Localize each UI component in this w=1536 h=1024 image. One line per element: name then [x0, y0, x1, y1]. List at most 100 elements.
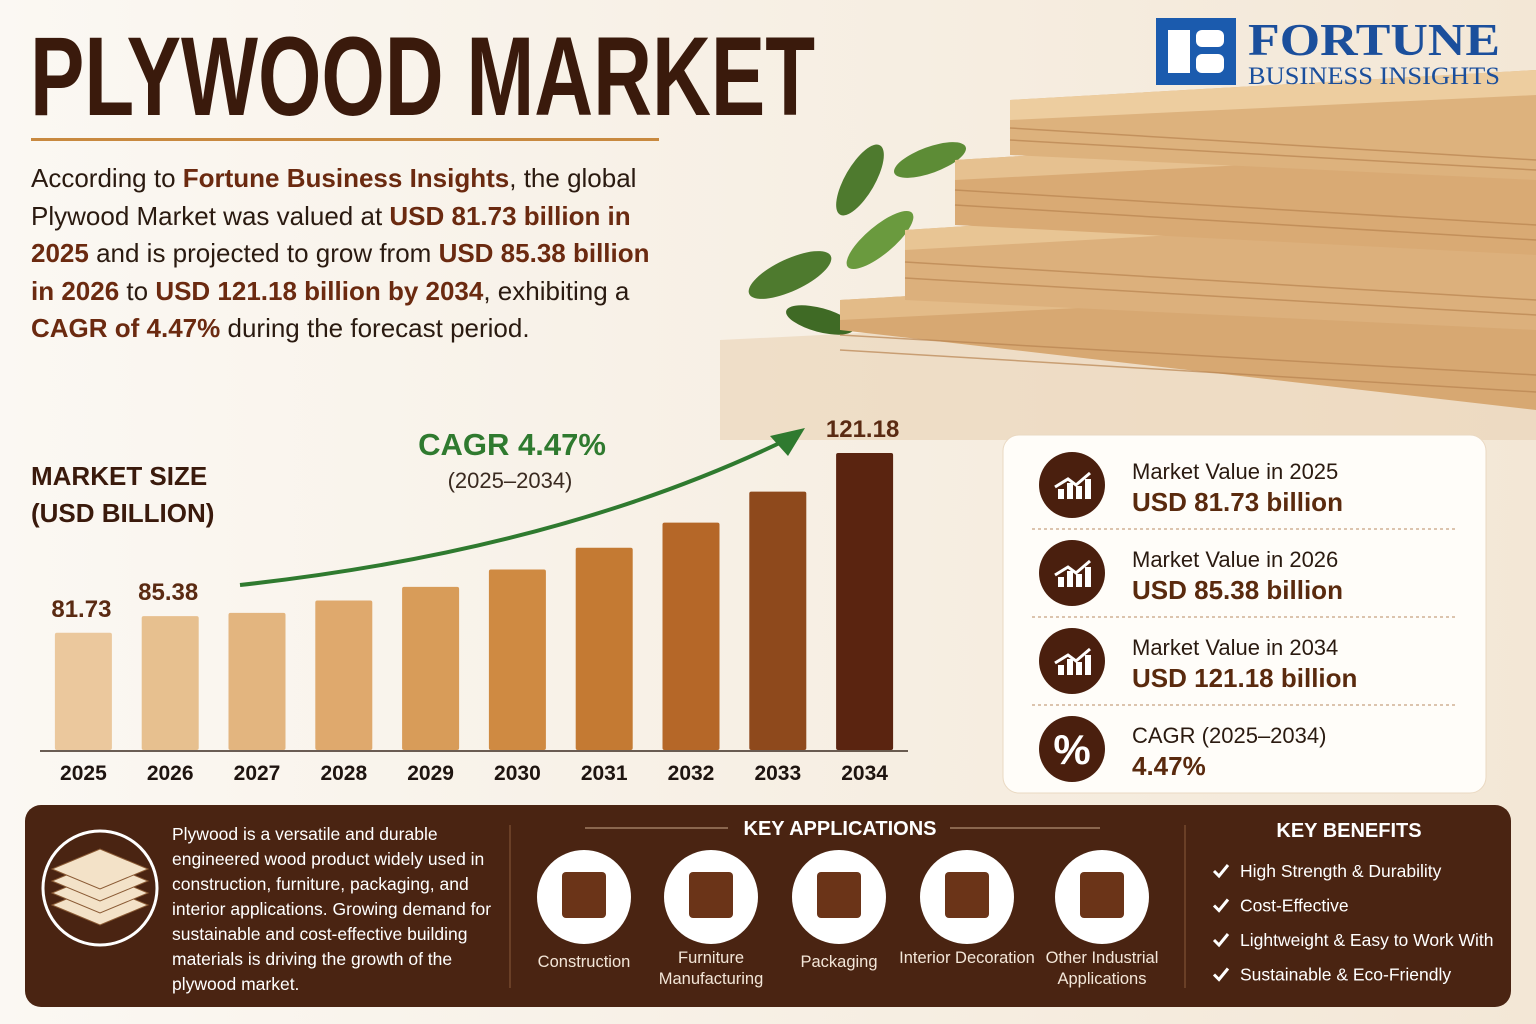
- stat-icon-arrow: [1054, 647, 1091, 665]
- chart-title: MARKET SIZE (USD BILLION): [31, 461, 215, 528]
- logo: FORTUNE BUSINESS INSIGHTS: [1156, 14, 1500, 90]
- stat-icon-bar: [1058, 665, 1064, 675]
- about-icon: [50, 848, 150, 926]
- intro-segment: USD 85.38 billion in 2026: [31, 238, 650, 306]
- application-label: Packaging: [800, 953, 878, 971]
- check-icon: [1212, 864, 1230, 879]
- stat-icon-bar: [1058, 489, 1064, 499]
- applications: [537, 850, 1149, 944]
- applications-title: KEY APPLICATIONS: [744, 818, 937, 840]
- intro-segment: USD 121.18 billion by 2034: [155, 275, 484, 306]
- stat-icon-bar: [1076, 662, 1082, 675]
- intro-segment: USD 81.73 billion in 2025: [31, 200, 631, 269]
- stat-icon-arrow: [1054, 471, 1091, 489]
- bar-chart: CAGR 4.47% (2025–2034) 2025 81.73 2026 85.3…: [40, 416, 908, 785]
- x-tick-label: 2028: [320, 762, 367, 785]
- check-icon: [1212, 967, 1230, 982]
- intro-segment: According to: [31, 163, 183, 193]
- bar: [749, 491, 807, 750]
- x-tick-label: 2026: [147, 762, 194, 785]
- application-glyph: [562, 872, 606, 918]
- leaves: [748, 142, 966, 335]
- bar: [228, 612, 286, 750]
- stat-icon-symbol: %: [1053, 726, 1090, 773]
- x-tick-label: 2025: [60, 762, 107, 785]
- intro-segment: to: [119, 275, 156, 306]
- intro-text: According to Fortune Business Insights, …: [31, 160, 671, 348]
- check-icon: [1212, 933, 1230, 948]
- stat-icon-bar: [1058, 577, 1064, 587]
- title-underline: [31, 138, 659, 141]
- bar: [575, 547, 633, 750]
- cagr-annotation: CAGR 4.47%: [418, 427, 606, 462]
- benefit-item: Cost-Effective: [1240, 896, 1349, 916]
- stat-icon-arrow: [1054, 559, 1091, 577]
- benefit-item: Lightweight & Easy to Work With: [1240, 930, 1494, 950]
- data-label: 121.18: [826, 416, 899, 443]
- logo-sub: BUSINESS INSIGHTS: [1248, 63, 1500, 90]
- x-tick-label: 2031: [581, 762, 628, 785]
- intro-segment: during the forecast period.: [220, 313, 530, 343]
- stat-icon-bar: [1085, 655, 1091, 675]
- benefits: High Strength & Durability Cost-Effective…: [1212, 861, 1494, 985]
- bar: [402, 586, 460, 750]
- x-tick-label: 2029: [407, 762, 454, 785]
- title: PLYWOOD MARKET: [30, 14, 815, 139]
- benefit-item: Sustainable & Eco-Friendly: [1240, 965, 1451, 985]
- stat-value: USD 121.18 billion: [1132, 663, 1357, 693]
- intro-segment: and is projected to grow from: [88, 238, 439, 268]
- check-icon: [1212, 898, 1230, 913]
- x-tick-label: 2032: [668, 762, 715, 785]
- data-label: 81.73: [51, 596, 111, 623]
- bar: [488, 569, 546, 750]
- cagr-period: (2025–2034): [448, 468, 573, 493]
- stat-label: Market Value in 2025: [1132, 459, 1338, 484]
- x-tick-label: 2034: [841, 762, 888, 785]
- intro-segment: Fortune Business Insights: [182, 163, 510, 193]
- stat-label: Market Value in 2034: [1132, 635, 1338, 660]
- cagr-arrow: [239, 436, 791, 587]
- benefit-item: High Strength & Durability: [1240, 861, 1442, 881]
- application-label: Furniture Manufacturing: [658, 949, 764, 988]
- logo-main: FORTUNE: [1248, 14, 1500, 65]
- about-text: Plywood is a versatile and durable engin…: [172, 824, 492, 994]
- application-label: Construction: [537, 953, 631, 971]
- bar: [836, 453, 894, 750]
- bar: [54, 632, 112, 750]
- stat-value: 4.47%: [1132, 751, 1206, 781]
- plywood-image: [720, 70, 1536, 440]
- x-tick-label: 2027: [234, 762, 281, 785]
- application-label: Other Industrial Applications: [1045, 949, 1159, 988]
- stat-icon-bar: [1076, 486, 1082, 499]
- x-tick-label: 2030: [494, 762, 541, 785]
- stat-value: USD 85.38 billion: [1132, 575, 1343, 605]
- stat-icon-bar: [1067, 659, 1073, 675]
- stat-icon: [1039, 716, 1105, 782]
- bar: [662, 522, 720, 750]
- data-label: 85.38: [138, 579, 198, 606]
- stats: Market Value in 2025 USD 81.73 billion Mar…: [1032, 452, 1455, 782]
- stat-value: USD 81.73 billion: [1132, 487, 1343, 517]
- stat-icon-bar: [1067, 483, 1073, 499]
- stats-card: [1002, 434, 1487, 794]
- application-label: Interior Decoration: [899, 949, 1035, 967]
- application-glyph: [689, 872, 733, 918]
- intro-segment: , the global Plywood Market was valued a…: [31, 163, 637, 231]
- stat-label: Market Value in 2026: [1132, 547, 1338, 572]
- x-tick-label: 2033: [754, 762, 801, 785]
- application-glyph: [945, 872, 989, 918]
- intro-segment: CAGR of 4.47%: [31, 313, 221, 343]
- bar: [315, 600, 373, 750]
- arrow-head: [770, 428, 805, 456]
- stat-icon-bar: [1076, 574, 1082, 587]
- stat-label: CAGR (2025–2034): [1132, 723, 1326, 748]
- bottom-panel: [25, 805, 1511, 1007]
- bar: [141, 616, 199, 750]
- benefits-title: KEY BENEFITS: [1276, 820, 1421, 842]
- intro-segment: , exhibiting a: [483, 275, 630, 306]
- about-icon-ring: [41, 829, 159, 947]
- stat-icon-bar: [1067, 571, 1073, 587]
- application-glyph: [1080, 872, 1124, 918]
